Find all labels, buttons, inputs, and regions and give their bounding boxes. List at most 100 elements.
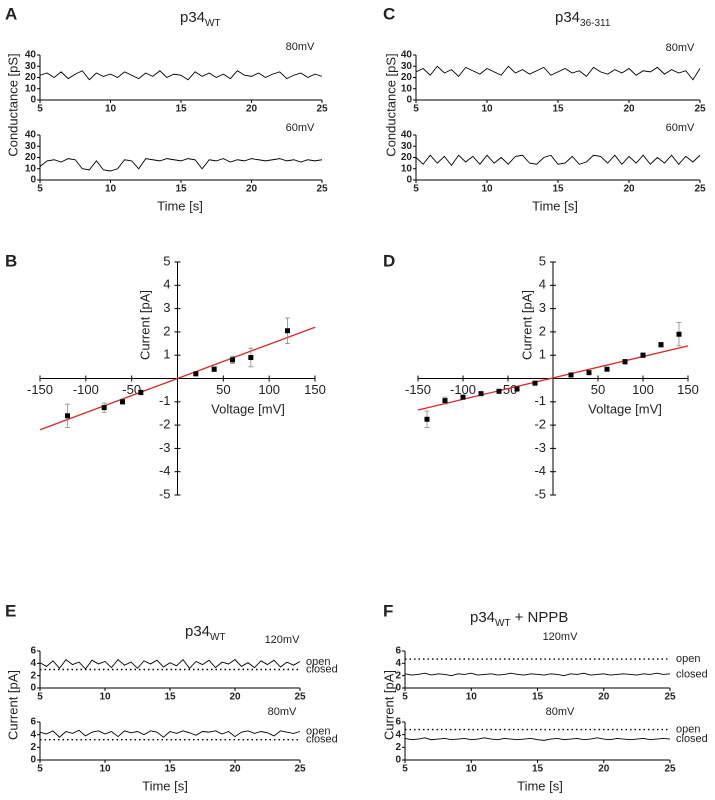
x-tick-label: 10 <box>105 184 117 195</box>
point <box>211 366 217 372</box>
x-tick-label: 20 <box>598 764 610 775</box>
point <box>568 372 574 378</box>
x-tick-label: 10 <box>481 184 493 195</box>
x-tick-label: 20 <box>623 184 635 195</box>
point <box>496 388 502 394</box>
y-tick-label: -1 <box>534 393 546 408</box>
y-tick-label: 4 <box>539 277 546 292</box>
level-label: open <box>306 656 330 668</box>
y-tick-label: 0 <box>30 95 36 106</box>
x-tick-label: 20 <box>598 692 610 703</box>
y-axis-label: Current [pA] <box>519 290 534 360</box>
y-axis-label: Current [pA] <box>137 290 152 360</box>
y-tick-label: 5 <box>539 253 546 268</box>
voltage-annotation: 80mV <box>268 706 297 718</box>
level-label: open <box>676 724 700 736</box>
point <box>478 391 484 397</box>
x-tick-label: 15 <box>175 104 187 115</box>
y-tick-label: 3 <box>539 300 546 315</box>
y-tick-label: -1 <box>159 393 171 408</box>
x-tick-label: 25 <box>664 764 676 775</box>
y-tick-label: 6 <box>395 646 401 657</box>
point <box>424 416 430 422</box>
point <box>676 331 682 337</box>
y-tick-label: 6 <box>30 717 36 728</box>
trace <box>404 672 671 677</box>
y-tick-label: 4 <box>30 729 36 740</box>
title-main: p34 <box>470 609 495 626</box>
x-tick-label: 50 <box>591 382 605 397</box>
x-tick-label: -100 <box>450 382 476 397</box>
y-tick-label: 2 <box>30 670 36 681</box>
y-axis-label: Current [pA] <box>381 670 396 740</box>
y-tick-label: 30 <box>25 61 37 72</box>
y-tick-label: 20 <box>25 72 37 83</box>
trace <box>39 158 323 172</box>
x-tick-label: 10 <box>105 104 117 115</box>
x-tick-label: 15 <box>175 184 187 195</box>
x-tick-label: 25 <box>316 104 328 115</box>
x-tick-label: 100 <box>258 382 280 397</box>
x-axis-label: Time [s] <box>157 198 203 213</box>
x-tick-label: 15 <box>532 692 544 703</box>
y-tick-label: -2 <box>159 417 171 432</box>
x-tick-label: 5 <box>413 104 419 115</box>
title-subscript: WT <box>495 618 511 629</box>
panel-title: p34WT + NPPB <box>470 609 568 629</box>
x-tick-label: 25 <box>694 104 706 115</box>
x-tick-label: 10 <box>466 692 478 703</box>
y-axis-label: Conductance [pS] <box>5 53 20 156</box>
y-tick-label: -5 <box>159 486 171 501</box>
panel-letter: F <box>383 601 393 620</box>
point <box>532 380 538 386</box>
voltage-annotation: 120mV <box>265 634 301 646</box>
level-label: open <box>676 653 700 665</box>
level-label: open <box>306 725 330 737</box>
y-tick-label: -4 <box>159 463 171 478</box>
x-axis-label: Voltage [mV] <box>588 401 662 416</box>
y-tick-label: 1 <box>539 347 546 362</box>
y-tick-label: 0 <box>30 683 36 694</box>
y-tick-label: -3 <box>159 440 171 455</box>
panel-letter: B <box>5 251 17 270</box>
x-tick-label: -50 <box>122 382 141 397</box>
trace <box>415 65 701 81</box>
x-tick-label: 25 <box>664 692 676 703</box>
x-tick-label: 5 <box>402 692 408 703</box>
y-tick-label: 10 <box>401 163 413 174</box>
panel-letter: E <box>5 601 16 620</box>
trace <box>404 737 671 741</box>
y-tick-label: 40 <box>25 130 37 141</box>
level-label: closed <box>676 733 708 745</box>
y-tick-label: 1 <box>163 347 170 362</box>
y-tick-label: 5 <box>163 253 170 268</box>
x-tick-label: 5 <box>37 104 43 115</box>
y-tick-label: -2 <box>534 417 546 432</box>
voltage-annotation: 120mV <box>543 631 579 643</box>
x-tick-label: 10 <box>466 764 478 775</box>
x-tick-label: 5 <box>413 184 419 195</box>
x-tick-label: 15 <box>552 184 564 195</box>
x-tick-label: 25 <box>694 184 706 195</box>
y-tick-label: 20 <box>401 152 413 163</box>
x-tick-label: 10 <box>99 692 111 703</box>
y-tick-label: 2 <box>163 323 170 338</box>
x-tick-label: -150 <box>405 382 431 397</box>
level-label: closed <box>306 663 338 675</box>
y-tick-label: 0 <box>406 175 412 186</box>
x-axis-label: Voltage [mV] <box>211 401 285 416</box>
y-tick-label: 6 <box>30 646 36 657</box>
y-tick-label: 2 <box>395 742 401 753</box>
y-tick-label: -5 <box>534 486 546 501</box>
panel-letter: C <box>383 4 395 23</box>
y-tick-label: 40 <box>25 50 37 61</box>
voltage-annotation: 60mV <box>286 122 315 134</box>
x-tick-label: 150 <box>304 382 326 397</box>
x-tick-label: -100 <box>73 382 99 397</box>
y-tick-label: 0 <box>395 755 401 766</box>
x-tick-label: 5 <box>37 764 43 775</box>
voltage-annotation: 80mV <box>546 706 575 718</box>
x-tick-label: 5 <box>402 764 408 775</box>
point <box>65 413 70 419</box>
x-tick-label: 15 <box>164 692 176 703</box>
